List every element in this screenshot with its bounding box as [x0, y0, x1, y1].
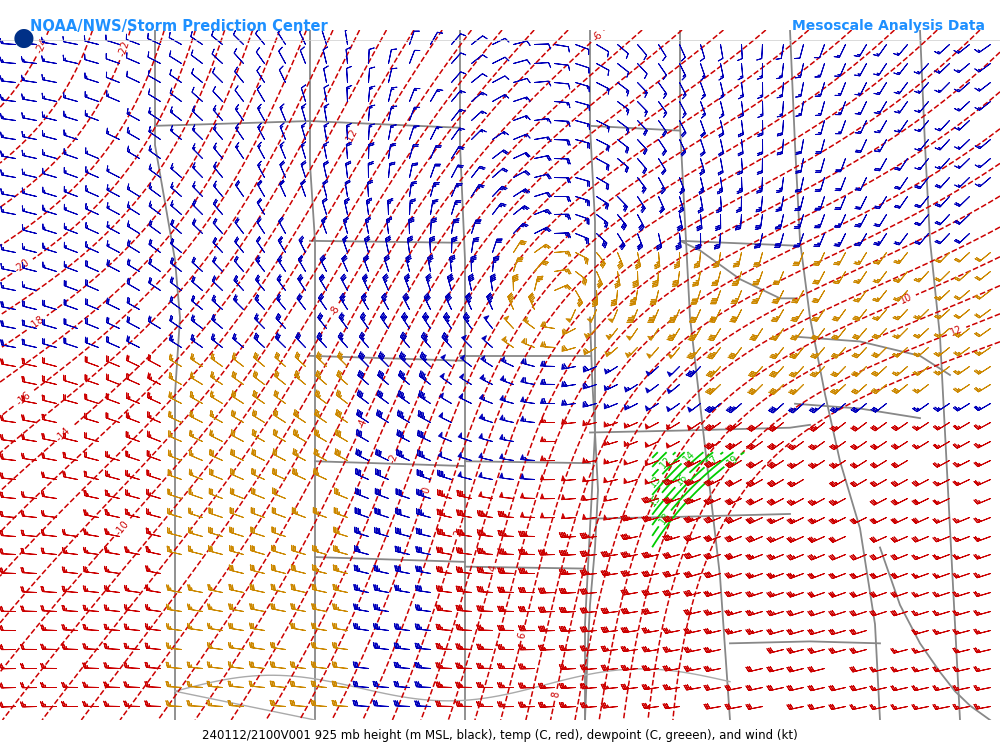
Text: 0: 0 — [421, 485, 432, 494]
Text: -18: -18 — [27, 314, 46, 332]
Text: -16: -16 — [14, 390, 33, 407]
Text: 17: 17 — [704, 453, 720, 469]
Text: -24: -24 — [34, 37, 50, 55]
Text: 4: 4 — [488, 565, 499, 573]
Text: 14: 14 — [681, 448, 697, 464]
Text: -22: -22 — [117, 40, 131, 58]
Text: 15: 15 — [648, 493, 663, 508]
Text: 6: 6 — [517, 631, 528, 639]
Text: 13: 13 — [648, 474, 663, 490]
Text: NOAA/NWS/Storm Prediction Center: NOAA/NWS/Storm Prediction Center — [30, 19, 328, 34]
Text: 2: 2 — [453, 529, 464, 538]
Text: -12: -12 — [343, 128, 359, 146]
Text: 19: 19 — [725, 453, 740, 468]
Text: -14: -14 — [54, 425, 73, 443]
Text: -2: -2 — [387, 452, 399, 465]
Text: -6: -6 — [590, 29, 604, 44]
Text: -4: -4 — [356, 418, 369, 430]
Text: -8: -8 — [328, 304, 341, 317]
Text: Mesoscale Analysis Data: Mesoscale Analysis Data — [792, 19, 985, 33]
Text: 12: 12 — [949, 324, 964, 338]
Text: 240112/2100V001 925 mb height (m MSL, black), temp (C, red), dewpoint (C, greeen: 240112/2100V001 925 mb height (m MSL, bl… — [202, 730, 798, 742]
Text: 12: 12 — [658, 454, 673, 470]
Text: -10: -10 — [113, 518, 131, 537]
Text: ●: ● — [13, 26, 35, 50]
Text: 8: 8 — [550, 691, 561, 699]
Text: 18: 18 — [657, 511, 672, 526]
Text: -20: -20 — [13, 257, 32, 275]
Text: 16: 16 — [674, 472, 690, 488]
Text: 10: 10 — [899, 292, 914, 306]
